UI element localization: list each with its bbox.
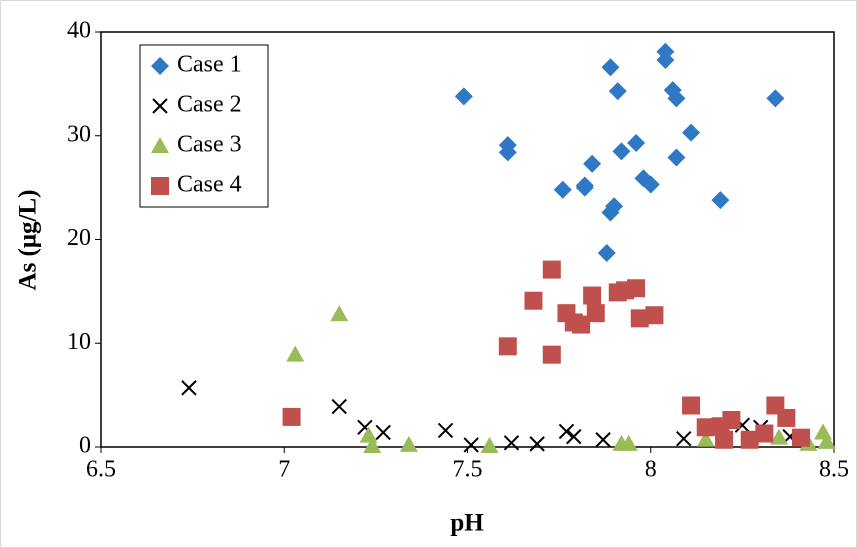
legend-marker [152,98,168,114]
data-point [641,175,660,194]
data-point [777,408,796,427]
data-point [766,89,785,108]
data-point [375,424,391,441]
data-point [454,87,473,106]
legend-label: Case 2 [177,92,242,118]
data-point [696,418,715,437]
data-point [656,51,675,70]
x-tick-label: 7.5 [453,457,483,483]
data-point [597,243,616,262]
data-point [715,430,734,449]
y-tick-label: 20 [67,225,91,251]
x-tick-label: 7 [278,457,290,483]
legend-marker [151,137,169,153]
data-point [667,89,686,108]
data-point [480,436,499,453]
data-point [586,304,605,323]
data-point [524,291,543,310]
y-tick-label: 0 [79,433,91,459]
data-point [627,134,646,153]
data-point [558,423,575,440]
data-point [696,430,715,447]
data-point [575,178,594,197]
legend-label: Case 1 [177,52,242,78]
data-point [755,424,774,443]
data-point [437,422,454,439]
data-point [503,435,520,451]
data-point [399,435,418,452]
y-tick-label: 40 [67,18,91,44]
data-point [630,309,649,328]
data-point [645,306,664,325]
legend-label: Case 3 [177,132,242,158]
data-point [740,430,759,449]
data-point [286,345,305,362]
data-point [330,305,349,322]
legend-label: Case 4 [177,172,242,198]
data-point [498,143,517,162]
x-tick-label: 6.5 [86,457,116,483]
data-point [553,180,572,199]
data-point [498,337,517,356]
data-point [601,58,620,77]
data-point [722,411,741,430]
data-point [529,436,545,452]
data-point [542,345,561,364]
data-point [463,437,479,453]
data-point [770,428,789,445]
x-tick-label: 8.5 [819,457,849,483]
data-point [612,142,631,161]
data-point [583,154,602,173]
data-point [566,428,582,445]
data-point [682,123,701,142]
data-point [181,380,197,396]
data-point [583,286,602,305]
data-point [667,148,686,167]
y-axis-title: As (μg/L) [15,190,42,291]
data-point [817,432,836,449]
data-point [282,407,301,426]
y-tick-label: 30 [67,121,91,147]
x-tick-label: 8 [645,457,657,483]
data-point [682,396,701,415]
legend-marker [151,57,169,75]
data-point [595,432,611,448]
data-point [363,436,382,453]
data-point [331,398,347,415]
data-point [608,82,627,101]
data-point [542,260,561,279]
data-point [601,203,620,222]
data-point [792,428,811,447]
data-point [619,434,638,451]
y-tick-label: 10 [67,329,91,355]
data-point [676,430,692,447]
data-point [572,315,591,334]
x-axis-title: pH [450,510,484,537]
legend-marker [151,177,169,195]
data-point [627,279,646,298]
data-point [711,191,730,210]
